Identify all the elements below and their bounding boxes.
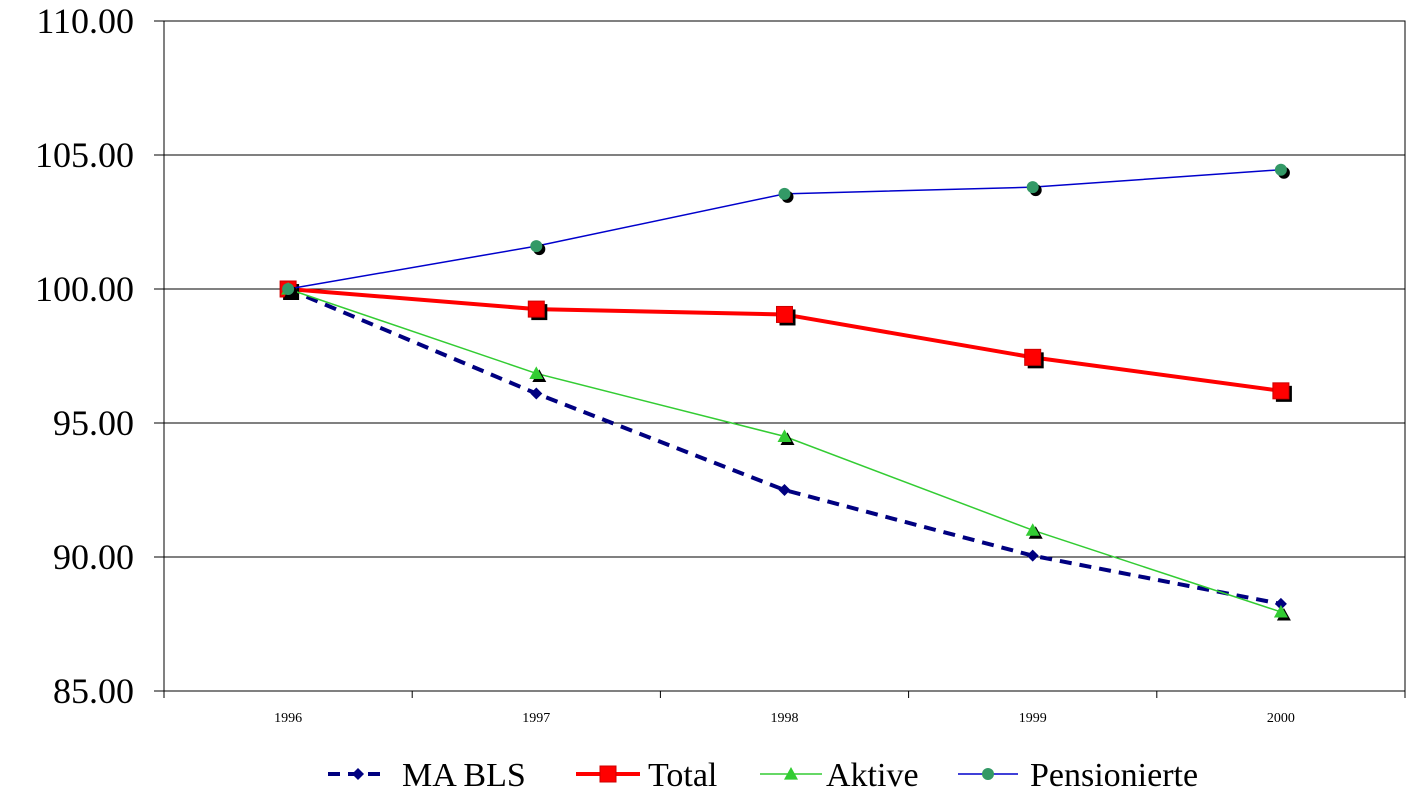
data-point — [527, 300, 545, 318]
series-line — [287, 168, 1281, 290]
series-line — [287, 288, 1282, 613]
series-ma-bls — [282, 283, 1287, 610]
x-tick-label: 2000 — [1267, 711, 1295, 726]
y-tick-label: 90.00 — [53, 537, 134, 577]
series-pensionierte — [282, 163, 1290, 298]
data-point — [778, 484, 791, 496]
x-tick-label: 1996 — [274, 711, 302, 726]
legend: MA BLS Total Aktive Pensionierte — [328, 757, 1198, 792]
data-point — [778, 187, 791, 200]
series-group — [279, 163, 1292, 621]
legend-swatch-marker — [982, 768, 994, 780]
data-point — [1025, 523, 1040, 536]
legend-item: Aktive — [760, 757, 919, 792]
data-point — [1274, 597, 1287, 610]
legend-label: Aktive — [826, 757, 919, 792]
data-point — [777, 429, 792, 442]
data-point — [1272, 382, 1290, 400]
series-aktive — [281, 282, 1291, 621]
legend-item: Pensionierte — [958, 757, 1198, 792]
legend-label: MA BLS — [402, 757, 526, 792]
data-point — [530, 387, 543, 400]
legend-item: MA BLS — [328, 757, 526, 792]
y-tick-label: 100.00 — [35, 269, 134, 309]
y-tick-label: 85.00 — [53, 671, 134, 711]
legend-swatch-marker — [599, 765, 617, 783]
x-tick-label: 1998 — [771, 711, 799, 726]
data-point — [530, 240, 543, 253]
legend-swatch-marker — [352, 768, 364, 780]
y-tick-label: 95.00 — [53, 403, 134, 443]
series-total — [279, 280, 1292, 402]
data-point — [1026, 549, 1039, 562]
gridlines — [164, 154, 1405, 558]
x-tick-label: 1997 — [522, 711, 550, 726]
legend-label: Pensionierte — [1030, 757, 1198, 792]
data-point — [282, 283, 295, 295]
legend-label: Total — [648, 757, 717, 792]
data-point — [1274, 163, 1287, 176]
legend-item: Total — [576, 757, 717, 792]
data-point — [1024, 348, 1042, 366]
x-axis: 1996 1997 1998 1999 2000 — [163, 691, 1406, 726]
plot-area-frame — [163, 20, 1406, 692]
y-axis: 85.00 90.00 95.00 100.00 105.00 110.00 — [35, 1, 164, 711]
data-point — [529, 366, 544, 380]
data-point — [1273, 604, 1288, 618]
x-tick-label: 1999 — [1019, 711, 1047, 726]
legend-swatch-marker — [784, 767, 798, 780]
y-tick-label: 110.00 — [36, 1, 134, 41]
y-tick-label: 105.00 — [35, 135, 134, 175]
data-point — [1026, 181, 1039, 194]
data-point — [776, 305, 793, 323]
